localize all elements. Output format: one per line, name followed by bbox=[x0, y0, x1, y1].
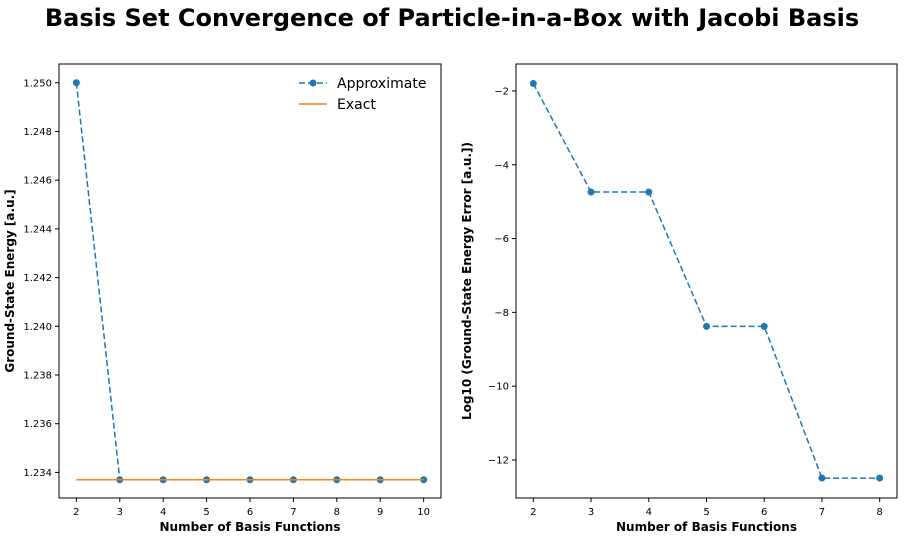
energy-axes-frame bbox=[58, 63, 442, 499]
energy-y-tick-label: 1.234 bbox=[23, 468, 52, 479]
energy-y-tick-label: 1.238 bbox=[23, 371, 52, 382]
error-data-point bbox=[703, 322, 710, 330]
error-data-point bbox=[818, 474, 826, 482]
figure-title: Basis Set Convergence of Particle-in-a-B… bbox=[44, 4, 860, 32]
error-y-tick-label: −8 bbox=[494, 308, 509, 319]
energy-y-tick-label: 1.250 bbox=[23, 78, 52, 89]
energy-x-tick-label: 5 bbox=[203, 507, 209, 518]
energy-y-tick-label: 1.244 bbox=[23, 224, 52, 235]
error-x-tick-label: 3 bbox=[588, 507, 594, 518]
energy-x-axis-label: Number of Basis Functions bbox=[160, 520, 341, 534]
energy-y-tick-label: 1.248 bbox=[23, 127, 52, 138]
error-data-point bbox=[760, 322, 768, 330]
error-x-axis-label: Number of Basis Functions bbox=[616, 520, 797, 534]
error-y-tick-label: −12 bbox=[488, 455, 509, 466]
error-y-tick-label: −6 bbox=[494, 234, 509, 245]
energy-y-tick-label: 1.242 bbox=[23, 273, 52, 284]
energy-y-tick-label: 1.240 bbox=[23, 322, 52, 333]
error-data-point bbox=[529, 80, 537, 88]
error-data-point bbox=[587, 188, 595, 196]
energy-x-tick-label: 2 bbox=[73, 507, 79, 518]
error-chart: 2 3 4 5 6 7 8 −2 −4 −6 −8 −10 −12 Number of Basis Fun… bbox=[460, 63, 898, 534]
error-data-point bbox=[645, 188, 653, 196]
energy-y-tick-label: 1.246 bbox=[23, 176, 52, 187]
error-error-line bbox=[532, 83, 880, 479]
energy-x-tick-label: 9 bbox=[377, 507, 383, 518]
legend-exact-label: Exact bbox=[337, 97, 376, 113]
legend-approximate-label: Approximate bbox=[337, 76, 426, 92]
error-x-tick-label: 5 bbox=[703, 507, 709, 518]
error-x-tick-label: 8 bbox=[876, 507, 882, 518]
energy-x-tick-label: 8 bbox=[334, 507, 340, 518]
error-x-tick-label: 4 bbox=[646, 507, 652, 518]
error-data-point bbox=[876, 474, 884, 482]
energy-y-axis-label: Ground-State Energy [a.u.] bbox=[3, 189, 17, 372]
energy-y-tick-label: 1.236 bbox=[23, 419, 52, 430]
energy-data-point bbox=[72, 79, 80, 87]
energy-x-tick-label: 4 bbox=[160, 507, 166, 518]
error-x-tick-label: 2 bbox=[530, 507, 536, 518]
error-axes-frame bbox=[515, 63, 898, 499]
legend-approximate-marker bbox=[309, 79, 317, 87]
energy-approximate-line bbox=[75, 82, 424, 481]
error-x-tick-label: 7 bbox=[819, 507, 825, 518]
energy-x-tick-label: 7 bbox=[290, 507, 296, 518]
error-y-tick-label: −4 bbox=[494, 160, 509, 171]
error-y-tick-label: −10 bbox=[488, 382, 509, 393]
energy-x-tick-label: 3 bbox=[117, 507, 123, 518]
error-y-axis-label: Log10 (Ground-State Energy Error [a.u.]) bbox=[460, 142, 474, 420]
energy-x-tick-label: 10 bbox=[417, 507, 430, 518]
error-x-tick-label: 6 bbox=[761, 507, 767, 518]
energy-chart: 2 3 4 5 6 7 8 9 10 1.234 1.236 1.238 1.240 1.242 1.244… bbox=[3, 63, 442, 534]
error-y-tick-label: −2 bbox=[494, 86, 509, 97]
energy-x-tick-label: 6 bbox=[247, 507, 253, 518]
